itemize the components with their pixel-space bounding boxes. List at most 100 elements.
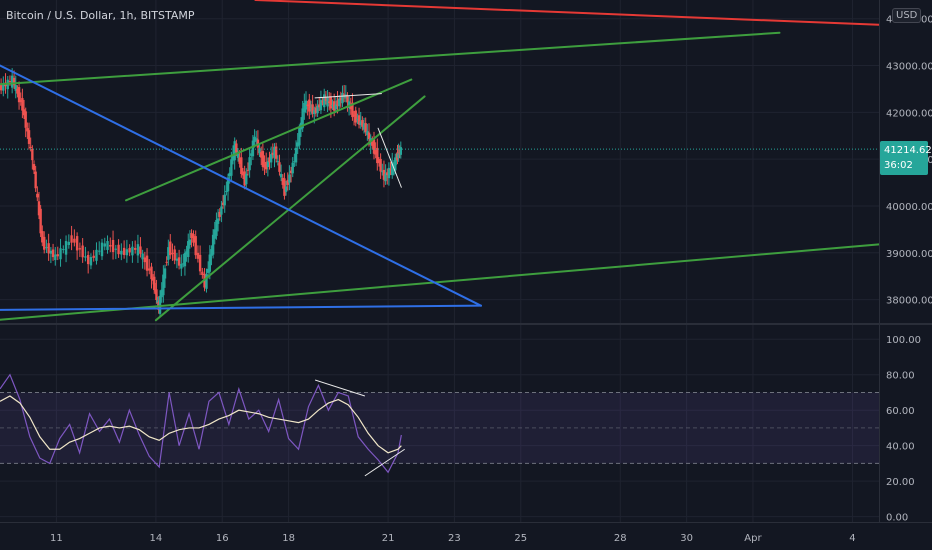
candle-body [143, 257, 147, 263]
candle-body [226, 177, 230, 192]
candle-body [359, 121, 362, 125]
candle-body [351, 102, 354, 118]
candle-body [21, 98, 24, 111]
candle-body [361, 119, 364, 127]
candle-body [45, 247, 48, 249]
candle-body [208, 254, 211, 272]
candle-body [243, 171, 246, 186]
candle-body [100, 242, 104, 257]
candle-body [381, 171, 384, 173]
currency-label[interactable]: USD [892, 8, 922, 23]
candle-body [190, 232, 193, 238]
candle-body [210, 249, 213, 256]
candle-body [109, 244, 112, 247]
rsi-tick-label: 40.00 [886, 442, 915, 453]
time-tick-label: 30 [680, 533, 693, 544]
candle-body [223, 194, 226, 206]
symbol-title[interactable]: Bitcoin / U.S. Dollar, 1h, BITSTAMP [6, 9, 195, 22]
candle-body [336, 100, 339, 106]
candle-body [220, 206, 223, 215]
candle-body [70, 235, 73, 243]
candle-body [294, 147, 298, 163]
candle-body [245, 173, 248, 185]
candle-body [323, 94, 326, 108]
candle-body [238, 157, 241, 164]
candle-body [145, 255, 149, 271]
candle-body [2, 83, 5, 91]
candle-body [384, 173, 387, 182]
trendline-green-2[interactable] [125, 78, 413, 202]
candle-body [251, 140, 255, 157]
trendline-red-6[interactable] [254, 0, 880, 26]
candle-body [177, 257, 181, 266]
candle-body [356, 119, 359, 121]
time-tick-label: 18 [282, 533, 295, 544]
candle-body [342, 94, 346, 96]
candle-body [392, 163, 396, 167]
candle-body [379, 158, 382, 172]
candle-body [36, 193, 39, 198]
candle-body [0, 84, 3, 91]
candle-body [86, 254, 90, 265]
rsi-overbought-oversold-band [0, 392, 879, 464]
candle-body [374, 149, 377, 155]
candle-body [131, 246, 134, 256]
price-tick-label: 42000.00 [886, 108, 932, 119]
candle-body [377, 160, 381, 163]
last-price-tag: 41214.62 36:02 [880, 141, 932, 175]
trendline-green-0[interactable] [0, 31, 781, 86]
rsi-divergence-line-0[interactable] [314, 379, 366, 397]
candle-body [298, 128, 301, 146]
price-tick-label: 39000.00 [886, 249, 932, 260]
candle-body [171, 252, 174, 254]
candle-body [236, 153, 240, 158]
candle-body [284, 186, 288, 192]
trendline-annotation-7[interactable] [314, 93, 382, 99]
rsi-divergence-line-1[interactable] [364, 448, 405, 477]
candle-body [279, 173, 283, 178]
candle-body [49, 250, 53, 254]
candle-body [324, 96, 328, 101]
trendline-annotation-8[interactable] [377, 127, 402, 188]
time-tick-label: 4 [849, 533, 855, 544]
candle-body [31, 148, 34, 161]
candle-body [26, 128, 29, 132]
candle-body [366, 131, 369, 136]
candle-body [27, 130, 31, 144]
price-tick-label: 43000.00 [886, 62, 932, 73]
candle-body [182, 263, 185, 265]
trendline-green-1[interactable] [0, 243, 880, 321]
candle-body [326, 97, 329, 107]
candle-body [276, 160, 279, 162]
candle-body [158, 295, 162, 314]
candle-body [389, 169, 392, 171]
candle-body [334, 104, 338, 110]
candle-body [78, 248, 82, 250]
candle-body [205, 274, 208, 289]
time-tick-label: 28 [614, 533, 627, 544]
trendline-blue-5[interactable] [0, 304, 482, 311]
rsi-tick-label: 80.00 [886, 371, 915, 382]
trendlines[interactable] [0, 0, 880, 322]
last-price-value: 41214.62 [884, 145, 932, 156]
tick-labels: 38000.0039000.0040000.0041000.0042000.00… [50, 15, 932, 544]
candle-body [120, 250, 123, 255]
candle-body [141, 253, 144, 260]
candle-body [319, 100, 323, 111]
candle-body [194, 236, 197, 256]
candle-body [352, 114, 356, 117]
grid-lines [0, 0, 879, 522]
time-tick-label: 23 [448, 533, 461, 544]
rsi-tick-label: 60.00 [886, 406, 915, 417]
candle-body [311, 104, 314, 114]
candle-body [316, 105, 319, 114]
candle-body [167, 247, 170, 260]
trendline-blue-4[interactable] [0, 64, 482, 307]
candle-body [47, 243, 50, 254]
candle-body [367, 132, 371, 140]
candle-body [73, 238, 76, 243]
rsi-tick-label: 100.00 [886, 335, 921, 346]
time-tick-label: 25 [514, 533, 527, 544]
candle-body [386, 172, 389, 176]
